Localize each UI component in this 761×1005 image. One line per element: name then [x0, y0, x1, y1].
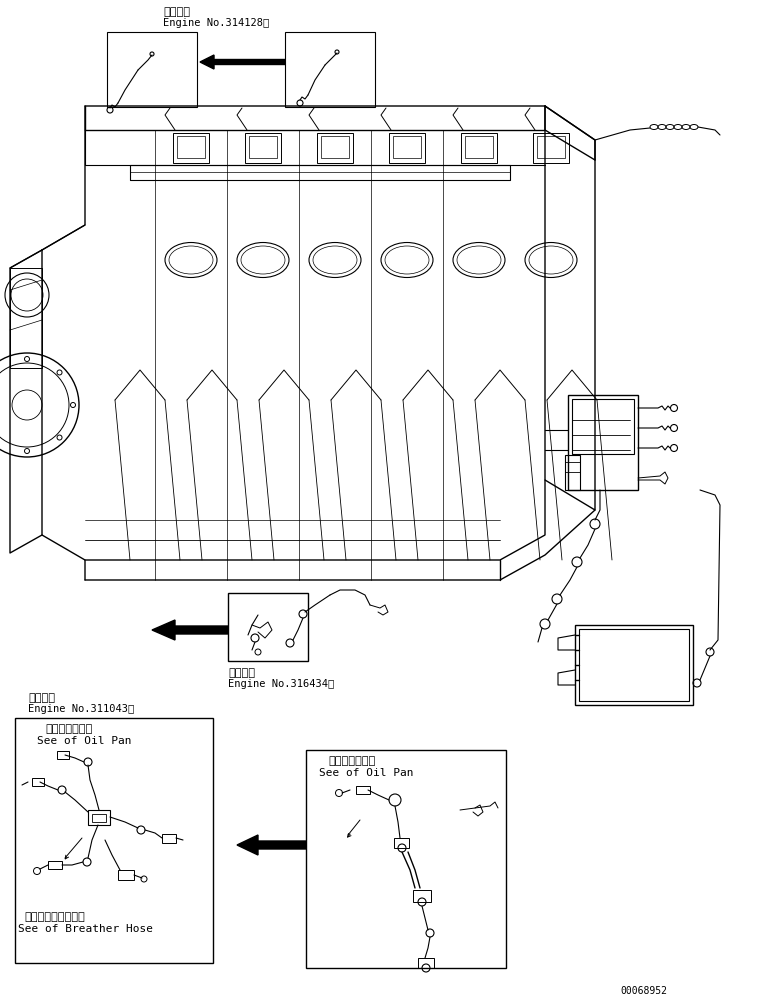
Text: オイルパン参照: オイルパン参照: [45, 724, 92, 734]
Bar: [418, 958, 434, 968]
Bar: [565, 455, 580, 490]
Bar: [413, 890, 431, 902]
Bar: [249, 136, 277, 158]
Bar: [537, 136, 565, 158]
Bar: [572, 399, 634, 454]
Bar: [107, 32, 197, 107]
Bar: [177, 136, 205, 158]
Bar: [533, 133, 569, 163]
Bar: [228, 593, 308, 661]
Bar: [285, 32, 375, 107]
Bar: [568, 395, 638, 490]
Text: ブリーザホース参照: ブリーザホース参照: [24, 912, 84, 922]
Bar: [461, 133, 497, 163]
Bar: [57, 751, 69, 759]
Text: Engine No.311043～: Engine No.311043～: [28, 704, 134, 714]
Text: See of Oil Pan: See of Oil Pan: [319, 768, 413, 778]
Bar: [317, 133, 353, 163]
Polygon shape: [152, 620, 228, 640]
Bar: [162, 834, 176, 843]
Text: Engine No.316434～: Engine No.316434～: [228, 679, 334, 689]
Bar: [579, 629, 689, 701]
Bar: [15, 718, 213, 963]
Polygon shape: [200, 55, 285, 69]
Text: See of Breather Hose: See of Breather Hose: [18, 924, 153, 934]
Bar: [321, 136, 349, 158]
Bar: [465, 136, 493, 158]
Bar: [118, 870, 134, 880]
Bar: [10, 268, 42, 368]
Polygon shape: [237, 835, 306, 855]
Bar: [306, 750, 506, 968]
Bar: [173, 133, 209, 163]
Text: Engine No.314128～: Engine No.314128～: [163, 18, 269, 28]
Text: See of Oil Pan: See of Oil Pan: [37, 736, 132, 746]
Text: 適用号機: 適用号機: [163, 7, 190, 17]
Bar: [245, 133, 281, 163]
Bar: [575, 625, 693, 705]
Text: オイルパン参照: オイルパン参照: [328, 756, 375, 766]
Bar: [389, 133, 425, 163]
Bar: [92, 814, 106, 822]
Bar: [88, 810, 110, 825]
Text: 適用号機: 適用号機: [28, 693, 55, 703]
Bar: [393, 136, 421, 158]
Bar: [48, 861, 62, 869]
Bar: [32, 778, 44, 786]
Bar: [356, 786, 370, 794]
Text: 00068952: 00068952: [620, 986, 667, 996]
Text: 適用号機: 適用号機: [228, 668, 255, 678]
Bar: [394, 838, 409, 848]
